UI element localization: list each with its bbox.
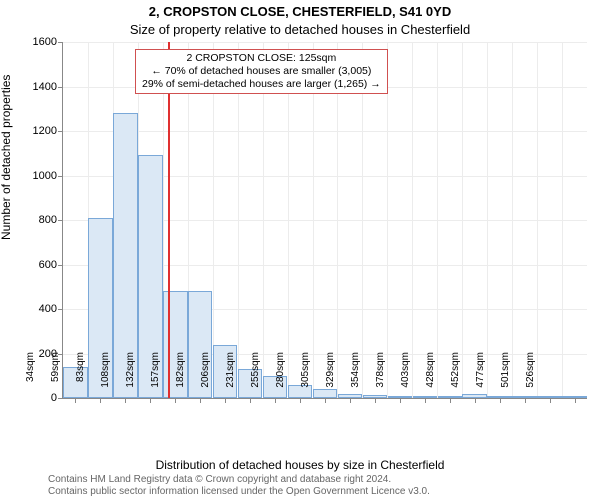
ytick-label: 1400 (33, 81, 63, 93)
ytick-label: 1000 (33, 170, 63, 182)
xtick-label: 83sqm (75, 352, 86, 402)
ytick-label: 800 (39, 214, 63, 226)
xtick-label: 157sqm (150, 352, 161, 402)
xtick-label: 206sqm (200, 352, 211, 402)
gridline-vertical (313, 42, 314, 398)
gridline-vertical (238, 42, 239, 398)
gridline-vertical (412, 42, 413, 398)
xtick-mark (550, 398, 551, 403)
xtick-label: 526sqm (525, 352, 536, 402)
gridline-vertical (487, 42, 488, 398)
xtick-label: 329sqm (325, 352, 336, 402)
annotation-line-1: 2 CROPSTON CLOSE: 125sqm (142, 52, 381, 65)
x-axis-label: Distribution of detached houses by size … (0, 458, 600, 472)
gridline-vertical (263, 42, 264, 398)
xtick-mark (575, 398, 576, 403)
reference-line (168, 42, 170, 398)
annotation-box: 2 CROPSTON CLOSE: 125sqm← 70% of detache… (135, 49, 388, 94)
xtick-label: 305sqm (300, 352, 311, 402)
gridline-vertical (437, 42, 438, 398)
ytick-label: 400 (39, 303, 63, 315)
gridline-vertical (337, 42, 338, 398)
plot-area: 0200400600800100012001400160034sqm59sqm8… (62, 42, 587, 399)
xtick-label: 34sqm (25, 352, 36, 402)
gridline-vertical (387, 42, 388, 398)
gridline-vertical (537, 42, 538, 398)
xtick-label: 428sqm (425, 352, 436, 402)
gridline-vertical (288, 42, 289, 398)
xtick-label: 255sqm (250, 352, 261, 402)
xtick-label: 501sqm (500, 352, 511, 402)
xtick-label: 231sqm (225, 352, 236, 402)
attribution-line-1: Contains HM Land Registry data © Crown c… (48, 474, 430, 486)
gridline-vertical (362, 42, 363, 398)
attribution-line-2: Contains public sector information licen… (48, 486, 430, 498)
ytick-label: 600 (39, 259, 63, 271)
xtick-label: 452sqm (450, 352, 461, 402)
xtick-label: 182sqm (175, 352, 186, 402)
gridline-vertical (512, 42, 513, 398)
xtick-label: 403sqm (400, 352, 411, 402)
xtick-label: 280sqm (275, 352, 286, 402)
xtick-label: 59sqm (50, 352, 61, 402)
chart-title-sub: Size of property relative to detached ho… (0, 22, 600, 37)
gridline-vertical (562, 42, 563, 398)
annotation-line-2: ← 70% of detached houses are smaller (3,… (142, 65, 381, 78)
xtick-label: 477sqm (475, 352, 486, 402)
annotation-line-3: 29% of semi-detached houses are larger (… (142, 78, 381, 91)
gridline-horizontal (63, 42, 587, 43)
gridline-vertical (462, 42, 463, 398)
ytick-label: 1200 (33, 125, 63, 137)
gridline-horizontal (63, 131, 587, 132)
xtick-label: 108sqm (100, 352, 111, 402)
attribution-text: Contains HM Land Registry data © Crown c… (48, 474, 430, 498)
y-axis-label: Number of detached properties (0, 75, 13, 240)
chart-title-main: 2, CROPSTON CLOSE, CHESTERFIELD, S41 0YD (0, 4, 600, 19)
xtick-label: 354sqm (350, 352, 361, 402)
xtick-label: 378sqm (375, 352, 386, 402)
xtick-label: 132sqm (125, 352, 136, 402)
ytick-label: 1600 (33, 36, 63, 48)
